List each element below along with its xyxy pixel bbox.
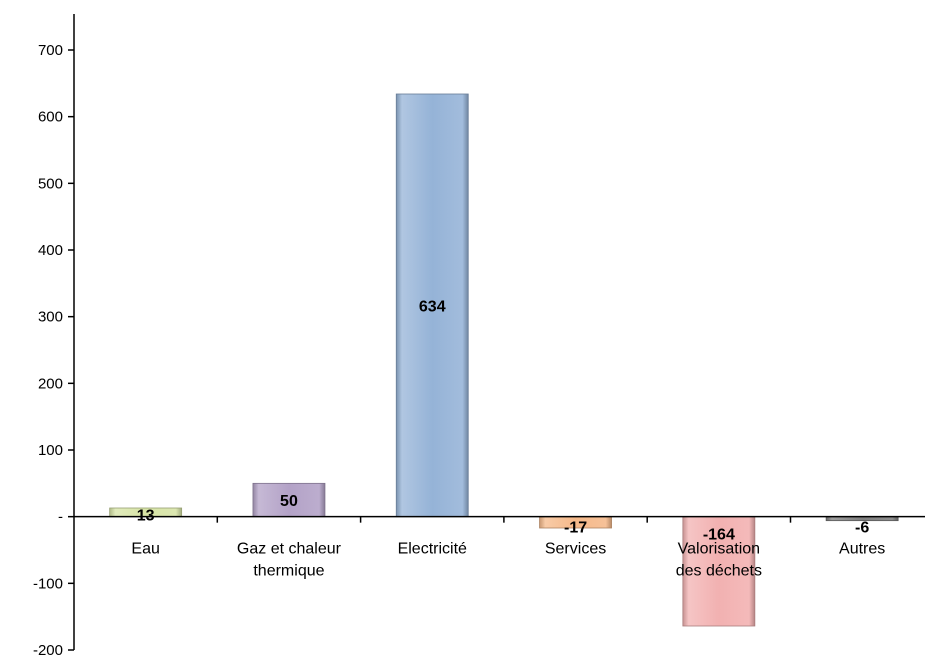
y-tick-label: -100 [33,575,63,592]
category-label-line: Autres [839,541,885,558]
labels-layer: 700 600 500 400 300 200 100 - -100 -200 Eau Gaz et … [33,42,885,657]
y-tick-label: 100 [38,442,63,459]
category-label-line: Gaz et chaleur [237,541,342,558]
category-label: Valorisation des déchets [676,541,762,580]
bar-1 [252,482,326,518]
y-tick-label: 300 [38,309,63,326]
category-label: Gaz et chaleur thermique [237,541,342,580]
y-tick-label: -200 [33,642,63,657]
bars-layer [109,93,899,627]
y-tick-label: - [58,509,63,526]
y-tick-label: 200 [38,375,63,392]
category-label-line: Electricité [398,541,467,558]
category-label: Services [545,541,606,558]
data-label: -164 [703,527,735,544]
category-label-line: thermique [253,563,324,580]
axes-layer [68,14,925,651]
category-label: Eau [131,541,159,558]
data-label: -6 [855,520,869,537]
data-label: 634 [419,298,446,315]
category-label: Autres [839,541,885,558]
data-label: 13 [137,508,155,525]
category-label: Electricité [398,541,467,558]
category-label-line: Services [545,541,606,558]
bar-4 [682,516,756,627]
y-tick-label: 400 [38,242,63,259]
category-label-line: Eau [131,541,159,558]
data-label: -17 [564,520,587,537]
data-label: 50 [280,493,298,510]
y-tick-label: 500 [38,175,63,192]
y-tick-label: 700 [38,42,63,59]
category-label-line: Valorisation [678,541,760,558]
category-label-line: des déchets [676,563,762,580]
y-tick-label: 600 [38,109,63,126]
